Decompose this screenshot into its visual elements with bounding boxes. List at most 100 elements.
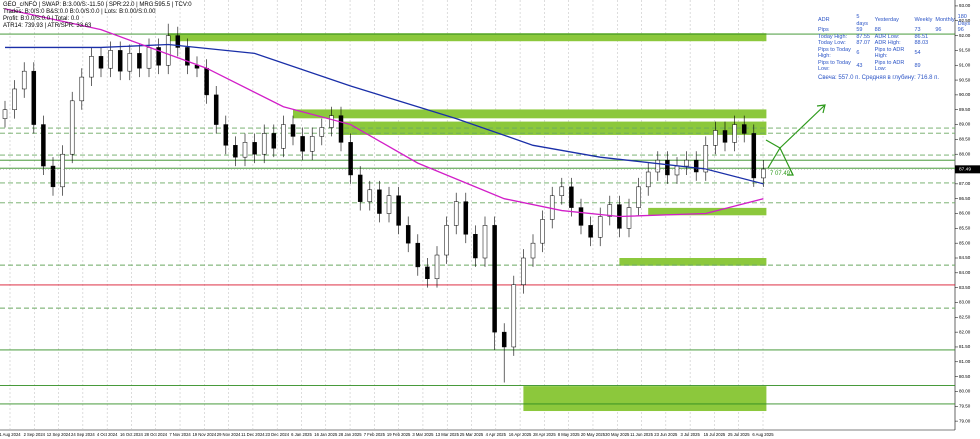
adr-panel: ADR 5 days Yesterday Weekly Monthly 180 Days P… xyxy=(818,14,980,81)
adr-row: Pips to Today Low: 43 Pips to ADR Low: 89 xyxy=(818,60,980,73)
adr-row: Pips 59 88 73 96 96 xyxy=(818,27,980,34)
x-tick-label: 11 Jun 2025 xyxy=(630,432,653,437)
candle-body xyxy=(89,56,94,78)
candle-body xyxy=(357,174,363,202)
candle-body xyxy=(98,56,104,69)
candle-body xyxy=(281,124,286,149)
y-tick-label: 85.50 xyxy=(959,226,971,231)
y-tick-label: 92.50 xyxy=(959,18,971,23)
candle-body xyxy=(578,207,584,226)
arrow-head xyxy=(816,104,826,114)
y-tick-label: 90.00 xyxy=(959,92,971,97)
candle-body xyxy=(636,186,641,208)
x-tick-label: 2 Sep 2024 xyxy=(24,432,46,437)
y-tick-label: 82.50 xyxy=(959,314,971,319)
x-tick-label: 16 Jan 2025 xyxy=(314,432,338,437)
last-price-tag xyxy=(955,165,980,174)
y-tick-label: 83.00 xyxy=(959,300,971,305)
candle-body xyxy=(626,207,632,229)
candle-body xyxy=(213,94,219,125)
candle-body xyxy=(165,35,171,66)
candle-body xyxy=(434,254,440,280)
candle-body xyxy=(703,145,709,173)
candle-body xyxy=(751,133,757,179)
y-tick-label: 88.50 xyxy=(959,137,971,142)
candle-body xyxy=(521,257,526,285)
x-tick-label: 30 May 2025 xyxy=(605,432,630,437)
candle-body xyxy=(377,189,382,214)
x-tick-label: 20 May 2025 xyxy=(581,432,606,437)
candle-body xyxy=(252,142,257,155)
adr-cell: 89 xyxy=(914,62,921,69)
x-tick-label: 25 Mar 2025 xyxy=(460,432,484,437)
candle-body xyxy=(741,124,747,134)
last-price-label: 87.49 xyxy=(959,167,971,173)
candle-body xyxy=(549,195,555,220)
arrow-head xyxy=(787,168,794,176)
candle-body xyxy=(607,204,613,217)
adr-cell: 43 xyxy=(856,62,863,69)
adr-cell: 88 xyxy=(874,27,881,33)
x-tick-label: 28 Jan 2025 xyxy=(339,432,363,437)
y-tick-label: 80.00 xyxy=(959,389,971,394)
adr-cell xyxy=(935,47,957,60)
y-tick-label: 82.00 xyxy=(959,329,971,334)
y-tick-label: 84.50 xyxy=(959,255,971,260)
candle-body xyxy=(415,242,421,268)
x-tick-label: 11 Dec 2024 xyxy=(241,432,265,437)
candle-body xyxy=(713,130,718,146)
x-tick-label: 4 Apr 2025 xyxy=(486,432,507,437)
zone xyxy=(168,33,767,42)
candle-body xyxy=(511,284,517,348)
y-tick-label: 81.50 xyxy=(959,344,971,349)
adr-row: Today Low: 87.07 ADR High: 88.03 xyxy=(818,40,980,47)
adr-cell: 54 xyxy=(914,49,921,56)
candle-body xyxy=(588,225,593,238)
candle-body xyxy=(60,153,65,188)
y-tick-label: 86.00 xyxy=(959,211,971,216)
adr-cell: Today High: xyxy=(818,33,848,40)
candle-body xyxy=(290,124,296,137)
y-tick-label: 84.00 xyxy=(959,270,971,275)
adr-cell xyxy=(958,60,980,73)
candle-body xyxy=(2,109,8,119)
x-tick-label: 4 Oct 2024 xyxy=(97,432,118,437)
candle-body xyxy=(79,76,85,102)
y-tick-label: 87.00 xyxy=(959,181,971,186)
candle-body xyxy=(693,159,699,173)
x-tick-label: 1 Aug 2024 xyxy=(0,432,21,437)
price-note: 7 07.49 xyxy=(770,171,791,177)
zone xyxy=(648,207,767,216)
arrow-back xyxy=(765,139,781,149)
candle-body xyxy=(453,201,459,226)
arrow-up xyxy=(779,104,826,149)
zone xyxy=(523,386,767,412)
adr-row: ADR 5 days Yesterday Weekly Monthly 180 Days xyxy=(818,14,980,27)
adr-cell: 59 xyxy=(856,27,863,33)
y-tick-label: 92.00 xyxy=(959,33,971,38)
adr-cell: 5 days xyxy=(856,14,868,27)
x-tick-label: 7 Nov 2024 xyxy=(169,432,191,437)
y-tick-label: 85.00 xyxy=(959,240,971,245)
candle-body xyxy=(233,145,238,158)
adr-cell: Monthly xyxy=(935,17,955,24)
header-line: Profit: B:0.0/S:0.0 | Total: 0.0 xyxy=(3,16,80,22)
x-tick-label: 3 Jul 2025 xyxy=(680,432,700,437)
candle-body xyxy=(31,70,37,125)
candle-body xyxy=(473,234,478,259)
x-tick-label: 7 Feb 2025 xyxy=(364,432,386,437)
x-tick-label: 28 Apr 2025 xyxy=(533,432,556,437)
adr-row: Pips to Today High: 6 Pips to ADR High: 54 xyxy=(818,47,980,60)
forecast-arrows xyxy=(765,104,826,176)
candle-body xyxy=(223,124,229,146)
candle-body xyxy=(117,50,123,72)
x-tick-label: 6 Jan 2025 xyxy=(291,432,312,437)
adr-cell xyxy=(958,47,980,60)
candle-body xyxy=(41,124,46,167)
x-tick-label: 24 Sep 2024 xyxy=(71,432,95,437)
y-tick-label: 79.50 xyxy=(959,403,971,408)
header-line: Trades: B:0/S:0 B&S:0.0 B:0.0/S:0.0 | Lo… xyxy=(3,9,156,15)
adr-cell: 96 xyxy=(935,27,942,33)
candle-body xyxy=(338,115,344,143)
